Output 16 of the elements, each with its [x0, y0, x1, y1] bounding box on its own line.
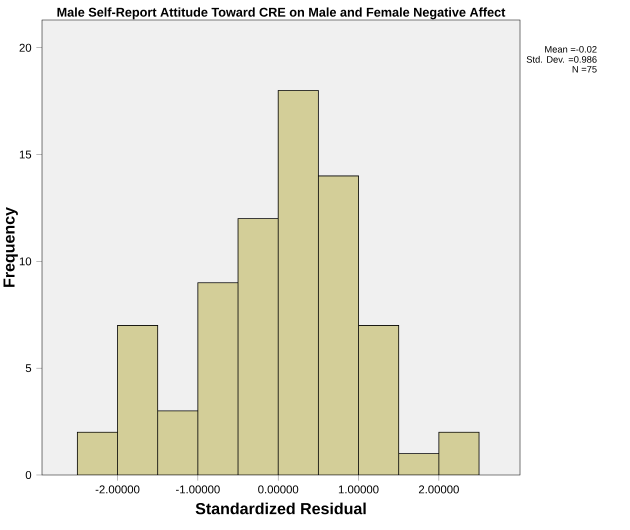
- y-tick-label: 15: [20, 150, 32, 159]
- x-tick-label: 2.00000: [418, 485, 459, 494]
- x-axis-title: Standardized Residual: [196, 502, 366, 514]
- chart-title: Male Self-Report Attitude Toward CRE on Male and Female Negative Affect: [57, 7, 506, 20]
- y-tick-label: 5: [26, 364, 32, 372]
- y-axis-title: Frequency: [4, 207, 18, 287]
- y-tick-label: 10: [20, 257, 32, 266]
- text: Std. Dev. =0.986: [526, 56, 597, 63]
- y-tick-label: 0: [26, 470, 32, 479]
- x-tick-label: -2.00000: [96, 485, 140, 494]
- text: Mean =-0.02: [545, 46, 597, 53]
- text: N =75: [572, 66, 597, 73]
- x-tick-label: 1.00000: [338, 485, 379, 494]
- y-tick-label: 20: [20, 44, 32, 52]
- x-tick-label: -1.00000: [176, 485, 220, 494]
- x-tick-label: 0.00000: [258, 485, 298, 494]
